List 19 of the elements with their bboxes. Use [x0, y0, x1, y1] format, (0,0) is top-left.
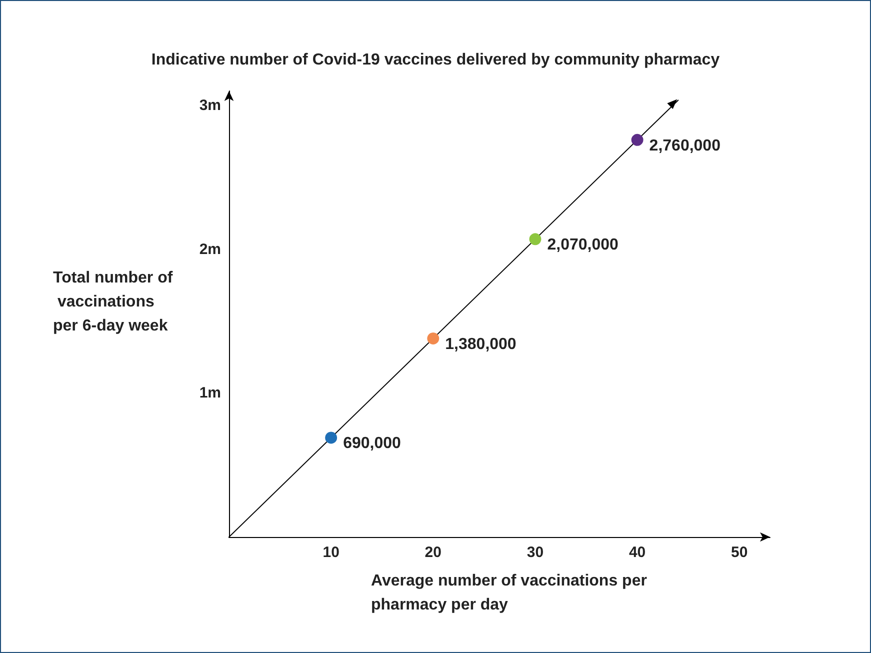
data-label: 1,380,000 — [445, 336, 516, 353]
y-tick-label: 2m — [199, 240, 221, 258]
point — [427, 332, 440, 344]
x-tick-label: 40 — [628, 544, 646, 561]
data-label: 690,000 — [343, 435, 402, 452]
x-axis-title: Average number of vaccinations per pharmacy per day — [371, 572, 652, 614]
y-tick-label: 3m — [199, 96, 221, 114]
data-label: 2,070,000 — [547, 236, 619, 254]
y-axis-title: Total number of vaccinations per 6-day week — [53, 270, 174, 334]
y-tick-label: 1m — [199, 384, 221, 402]
point — [631, 134, 644, 146]
x-tick-label: 30 — [526, 544, 544, 561]
x-tick-label: 50 — [731, 544, 748, 561]
x-tick-label: 10 — [322, 544, 340, 561]
point — [325, 432, 338, 444]
data-label: 2,760,000 — [649, 137, 721, 154]
chart-title: Indicative number of Covid-19 vaccines delivered by community pharmacy — [151, 52, 720, 68]
point — [529, 233, 542, 246]
x-tick-label: 20 — [424, 544, 442, 561]
